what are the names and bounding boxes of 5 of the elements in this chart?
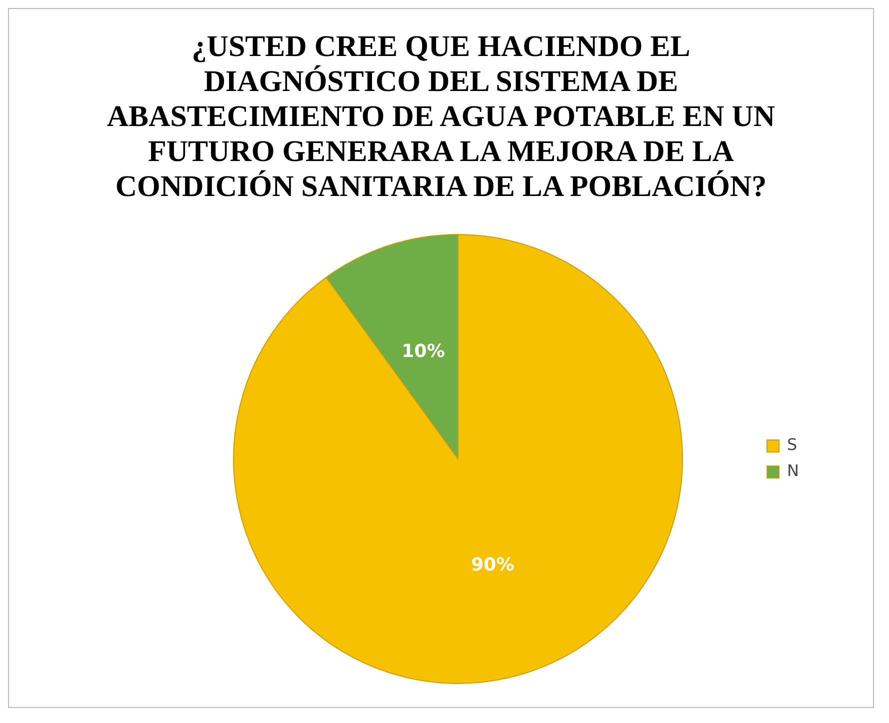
legend-label: S: [787, 435, 798, 454]
data-label: 10%: [402, 340, 445, 362]
data-label: 90%: [471, 554, 514, 576]
legend-label: N: [787, 461, 799, 480]
chart-title: ¿USTED CREE QUE HACIENDO EL DIAGNÓSTICO DEL SISTEMA DE ABASTECIMIENTO DE AGUA POTABLE EN UN FUTURO GENERARA LA MEJORA DE LA CONDICIÓN SANITARIA DE LA POBLACIÓN?: [106, 29, 776, 204]
